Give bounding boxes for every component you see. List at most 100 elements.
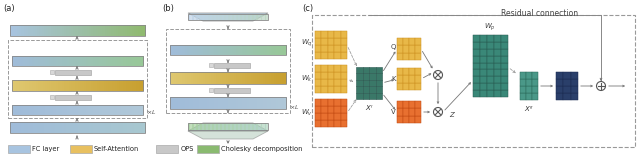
Text: $W_v$: $W_v$ [301,108,313,118]
Bar [315,113,321,120]
Bar [205,97,207,109]
Bar [10,122,13,133]
Bar [26,25,29,36]
Bar [494,63,501,69]
Bar [501,35,508,42]
Bar [76,56,78,66]
Bar [193,97,196,109]
Bar [52,25,56,36]
Bar [415,53,421,60]
Text: $X''$: $X''$ [524,104,534,114]
Bar [51,25,53,36]
Bar [220,14,222,20]
Bar [207,123,209,130]
Bar [48,122,51,133]
Bar [17,122,19,133]
Bar [216,14,218,20]
Bar [403,101,409,108]
Bar [224,14,226,20]
Bar [571,72,578,79]
Bar [321,106,328,113]
Bar [397,83,403,90]
Bar [91,56,93,66]
Bar [204,123,206,130]
Bar [95,80,98,91]
Bar [328,65,334,72]
Bar [221,14,223,20]
Bar [571,93,578,100]
Bar [51,80,54,91]
Bar [369,93,376,99]
Bar [136,80,139,91]
Bar [261,72,263,84]
Bar [228,72,230,84]
Bar [225,14,227,20]
Bar [245,14,247,20]
Bar [328,31,334,38]
Bar [563,86,571,93]
Bar [184,97,186,109]
Bar [356,80,362,86]
Bar [376,80,382,86]
Bar [28,105,30,115]
Bar [203,14,205,20]
Bar [31,80,35,91]
Bar [234,123,235,130]
Bar [403,108,409,116]
Bar [275,45,277,55]
Bar [37,122,40,133]
Bar [174,72,176,84]
Bar [278,97,281,109]
Bar [170,45,286,55]
Bar [315,99,321,106]
Bar [129,25,132,36]
Bar [216,97,219,109]
Bar [230,72,232,84]
Bar [55,70,91,75]
Bar [403,83,409,90]
Bar [234,72,236,84]
Bar [93,105,95,115]
Bar [104,25,108,36]
Bar [501,90,508,97]
Bar [262,123,264,130]
Bar [328,86,334,93]
Bar [275,72,277,84]
Bar [128,80,131,91]
Bar [196,14,198,20]
Bar [93,122,96,133]
Bar [50,70,54,74]
Bar [38,56,41,66]
Bar [282,45,285,55]
Bar [68,105,72,115]
Bar [141,80,143,91]
Bar [26,122,29,133]
Bar [86,122,89,133]
Bar [220,97,223,109]
Bar [494,35,501,42]
Bar [257,97,259,109]
Bar [19,25,22,36]
Bar [211,72,213,84]
Bar [138,25,141,36]
Bar [122,122,125,133]
Bar [251,72,253,84]
Bar [28,80,30,91]
Bar [356,73,362,80]
Bar [243,14,244,20]
Bar [237,45,240,55]
Bar [267,97,269,109]
Bar [156,145,179,153]
Bar [209,72,211,84]
Bar [10,25,13,36]
Bar [48,25,51,36]
Bar [216,45,219,55]
Bar [473,49,480,56]
Bar [520,79,526,86]
Bar [93,25,96,36]
Bar [532,79,538,86]
Bar [222,72,225,84]
Bar [33,122,35,133]
Bar [119,105,122,115]
Bar [261,14,263,20]
